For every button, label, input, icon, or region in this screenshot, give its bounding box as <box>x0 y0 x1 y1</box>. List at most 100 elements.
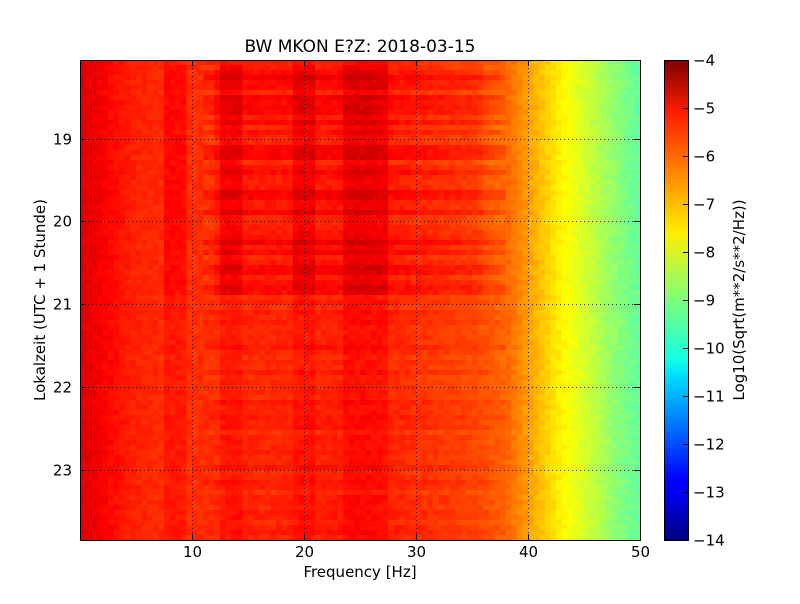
heatmap-cell <box>382 90 389 96</box>
heatmap-cell <box>371 60 378 66</box>
heatmap-cell <box>634 280 641 286</box>
heatmap-cell <box>152 140 159 146</box>
heatmap-cell <box>365 100 372 106</box>
heatmap-cell <box>606 305 613 311</box>
heatmap-cell <box>360 290 367 296</box>
heatmap-cell <box>214 130 221 136</box>
heatmap-cell <box>259 170 266 176</box>
heatmap-cell <box>539 245 546 251</box>
heatmap-cell <box>354 110 361 116</box>
heatmap-cell <box>208 175 215 181</box>
heatmap-cell <box>376 240 383 246</box>
heatmap-cell <box>214 70 221 76</box>
heatmap-cell <box>108 140 115 146</box>
heatmap-cell <box>158 200 165 206</box>
heatmap-cell <box>617 260 624 266</box>
heatmap-cell <box>522 295 529 301</box>
heatmap-cell <box>119 210 126 216</box>
heatmap-cell <box>404 125 411 131</box>
heatmap-cell <box>472 285 479 291</box>
heatmap-cell <box>141 235 148 241</box>
heatmap-cell <box>315 155 322 161</box>
heatmap-cell <box>572 225 579 231</box>
heatmap-cell <box>360 110 367 116</box>
heatmap-cell <box>108 255 115 261</box>
heatmap-cell <box>113 185 120 191</box>
heatmap-cell <box>500 230 507 236</box>
heatmap-cell <box>388 70 395 76</box>
heatmap-cell <box>488 270 495 276</box>
heatmap-cell <box>169 95 176 101</box>
heatmap-cell <box>421 75 428 81</box>
heatmap-cell <box>561 240 568 246</box>
heatmap-cell <box>276 170 283 176</box>
heatmap-cell <box>186 290 193 296</box>
heatmap-cell <box>80 175 87 181</box>
heatmap-cell <box>175 125 182 131</box>
heatmap-cell <box>472 210 479 216</box>
heatmap-cell <box>208 80 215 86</box>
heatmap-cell <box>371 275 378 281</box>
heatmap-cell <box>539 205 546 211</box>
heatmap-cell <box>589 215 596 221</box>
heatmap-cell <box>516 240 523 246</box>
heatmap-cell <box>432 130 439 136</box>
heatmap-cell <box>152 105 159 111</box>
heatmap-cell <box>578 70 585 76</box>
heatmap-cell <box>298 150 305 156</box>
heatmap-cell <box>304 185 311 191</box>
heatmap-cell <box>421 195 428 201</box>
heatmap-cell <box>460 190 467 196</box>
heatmap-cell <box>220 200 227 206</box>
heatmap-cell <box>80 280 87 286</box>
heatmap-cell <box>281 75 288 81</box>
heatmap-cell <box>343 300 350 306</box>
heatmap-cell <box>124 240 131 246</box>
heatmap-cell <box>365 215 372 221</box>
heatmap-cell <box>365 190 372 196</box>
heatmap-cell <box>119 145 126 151</box>
heatmap-cell <box>180 175 187 181</box>
heatmap-cell <box>416 70 423 76</box>
heatmap-cell <box>477 180 484 186</box>
heatmap-cell <box>348 125 355 131</box>
heatmap-cell <box>169 150 176 156</box>
heatmap-cell <box>544 135 551 141</box>
heatmap-cell <box>528 285 535 291</box>
heatmap-cell <box>600 290 607 296</box>
heatmap-cell <box>304 200 311 206</box>
heatmap-cell <box>421 260 428 266</box>
heatmap-cell <box>550 100 557 106</box>
heatmap-cell <box>466 195 473 201</box>
heatmap-cell <box>141 155 148 161</box>
heatmap-cell <box>488 115 495 121</box>
heatmap-cell <box>444 105 451 111</box>
heatmap-cell <box>388 305 395 311</box>
heatmap-cell <box>421 270 428 276</box>
heatmap-cell <box>124 160 131 166</box>
heatmap-cell <box>483 100 490 106</box>
heatmap-cell <box>80 200 87 206</box>
heatmap-cell <box>550 265 557 271</box>
heatmap-cell <box>124 175 131 181</box>
heatmap-cell <box>164 95 171 101</box>
heatmap-cell <box>354 115 361 121</box>
heatmap-cell <box>169 75 176 81</box>
heatmap-cell <box>292 170 299 176</box>
heatmap-cell <box>136 255 143 261</box>
heatmap-cell <box>432 80 439 86</box>
heatmap-cell <box>444 75 451 81</box>
heatmap-cell <box>186 145 193 151</box>
heatmap-cell <box>231 300 238 306</box>
heatmap-cell <box>242 240 249 246</box>
heatmap-cell <box>113 140 120 146</box>
heatmap-cell <box>360 165 367 171</box>
heatmap-cell <box>326 255 333 261</box>
heatmap-cell <box>315 225 322 231</box>
heatmap-cell <box>80 70 87 76</box>
heatmap-cell <box>572 170 579 176</box>
heatmap-cell <box>438 205 445 211</box>
heatmap-cell <box>343 210 350 216</box>
heatmap-cell <box>298 250 305 256</box>
heatmap-cell <box>410 70 417 76</box>
